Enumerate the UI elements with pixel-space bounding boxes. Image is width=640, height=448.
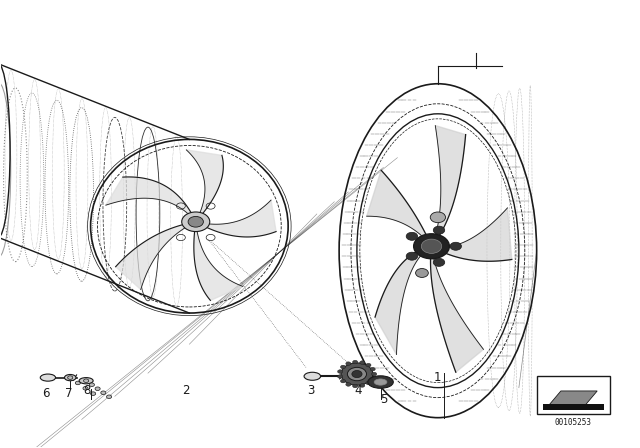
Text: 7: 7 — [65, 387, 72, 400]
Circle shape — [83, 387, 88, 390]
Circle shape — [406, 233, 418, 240]
Polygon shape — [375, 246, 431, 354]
Circle shape — [352, 370, 362, 378]
Circle shape — [340, 365, 346, 369]
Polygon shape — [431, 208, 512, 261]
Circle shape — [433, 226, 445, 234]
Polygon shape — [431, 246, 483, 372]
Circle shape — [406, 252, 418, 260]
Circle shape — [372, 372, 377, 376]
Text: 00105253: 00105253 — [555, 418, 592, 426]
Circle shape — [353, 384, 358, 388]
Bar — [537, 376, 610, 414]
Circle shape — [76, 381, 81, 385]
Circle shape — [100, 391, 106, 395]
Text: 8: 8 — [84, 384, 91, 397]
Ellipse shape — [374, 379, 387, 385]
Circle shape — [370, 377, 375, 381]
Ellipse shape — [368, 376, 394, 388]
Circle shape — [84, 379, 89, 383]
Circle shape — [95, 387, 100, 391]
Circle shape — [360, 361, 365, 364]
Text: 2: 2 — [182, 384, 190, 397]
Polygon shape — [196, 200, 276, 237]
Circle shape — [188, 216, 204, 227]
Text: 3: 3 — [307, 384, 314, 397]
Text: 6: 6 — [42, 387, 50, 400]
Polygon shape — [548, 391, 597, 406]
Circle shape — [348, 367, 367, 381]
Circle shape — [106, 395, 111, 399]
Circle shape — [346, 362, 351, 366]
Circle shape — [433, 258, 445, 267]
Bar — [543, 404, 604, 409]
Circle shape — [182, 212, 210, 232]
Circle shape — [68, 376, 73, 379]
Circle shape — [413, 234, 449, 259]
Circle shape — [360, 383, 365, 387]
Circle shape — [421, 239, 442, 254]
Polygon shape — [367, 170, 431, 246]
Circle shape — [415, 268, 428, 277]
Text: 1: 1 — [434, 371, 442, 384]
Polygon shape — [431, 125, 466, 246]
Circle shape — [353, 360, 358, 364]
Ellipse shape — [65, 375, 76, 381]
Circle shape — [366, 381, 371, 385]
Circle shape — [91, 392, 96, 396]
Text: 4: 4 — [355, 384, 362, 397]
Circle shape — [341, 363, 373, 385]
Polygon shape — [106, 177, 196, 222]
Polygon shape — [194, 222, 243, 300]
Circle shape — [450, 242, 461, 250]
Circle shape — [337, 375, 342, 378]
Circle shape — [370, 367, 375, 371]
Circle shape — [337, 370, 342, 373]
Circle shape — [90, 383, 95, 387]
Circle shape — [430, 212, 445, 223]
Circle shape — [340, 379, 346, 383]
Ellipse shape — [40, 374, 56, 381]
Text: 5: 5 — [380, 393, 387, 406]
Ellipse shape — [79, 378, 93, 384]
Polygon shape — [116, 222, 196, 289]
Ellipse shape — [304, 372, 321, 380]
Circle shape — [346, 383, 351, 386]
Polygon shape — [186, 150, 223, 222]
Circle shape — [366, 363, 371, 367]
